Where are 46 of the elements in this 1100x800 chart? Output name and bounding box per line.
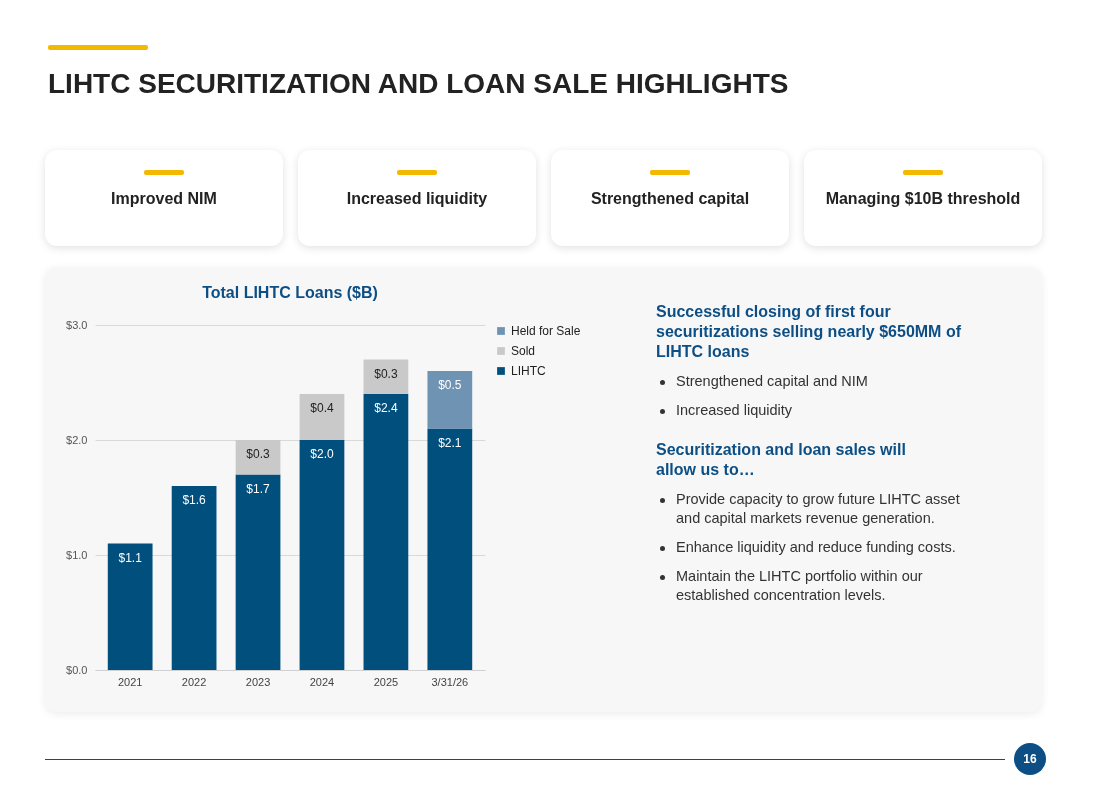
data-label: $2.4	[374, 401, 398, 415]
x-tick-label: 2022	[181, 675, 207, 688]
data-label: $2.0	[310, 447, 334, 461]
y-tick-label: $3.0	[66, 318, 88, 331]
text: Increased liquidity	[676, 401, 794, 420]
legend-label: LIHTC	[511, 364, 546, 378]
bar	[107, 543, 153, 670]
text: Successful closing of first four securitizations selling nearly $650MM of LIHTC loans	[656, 302, 962, 362]
bar	[235, 440, 281, 475]
data-label: $2.1	[438, 435, 462, 450]
bar	[299, 440, 345, 670]
legend-label: Sold	[511, 344, 536, 358]
bar	[363, 394, 409, 670]
data-label: $1.1	[118, 550, 143, 565]
bar	[299, 394, 345, 440]
bar	[427, 428, 473, 670]
y-tick-label: $2.0	[66, 433, 88, 446]
data-label: $0.5	[438, 378, 462, 392]
data-label: $0.3	[374, 366, 398, 381]
x-tick-label: 2023	[245, 675, 271, 688]
text: Improved NIM	[110, 190, 218, 208]
text: Provide capacity to grow future LIHTC asset and capital markets revenue generation.	[676, 490, 961, 528]
text: Increased liquidity	[345, 190, 489, 208]
bar	[427, 371, 473, 429]
x-tick-label: 2021	[117, 675, 143, 688]
x-tick-label: 3/31/26	[431, 675, 469, 688]
y-tick-label: $1.0	[66, 548, 88, 561]
text: Managing $10B threshold	[824, 190, 1022, 208]
chart-title: Total LIHTC Loans ($B)	[202, 284, 378, 301]
y-tick-label: $0.0	[66, 663, 88, 676]
text: Securitization and loan sales will allow us to…	[656, 440, 907, 480]
text: 16	[1014, 743, 1046, 775]
legend-label: Held for Sale	[511, 324, 581, 338]
text: Maintain the LIHTC portfolio within our established concentration levels.	[676, 567, 924, 605]
text: Strengthened capital and NIM	[676, 372, 869, 391]
data-label: $1.6	[182, 493, 207, 507]
x-tick-label: 2025	[373, 675, 399, 688]
data-label: $0.3	[246, 447, 271, 461]
data-label: $0.4	[310, 401, 334, 415]
bar	[171, 486, 217, 670]
text: Strengthened capital	[589, 190, 751, 208]
bar	[235, 474, 281, 670]
data-label: $1.7	[246, 481, 271, 496]
x-tick-label: 2024	[309, 675, 335, 688]
text: Enhance liquidity and reduce funding costs.	[676, 538, 957, 557]
text: LIHTC SECURITIZATION AND LOAN SALE HIGHLIGHTS	[48, 68, 789, 100]
